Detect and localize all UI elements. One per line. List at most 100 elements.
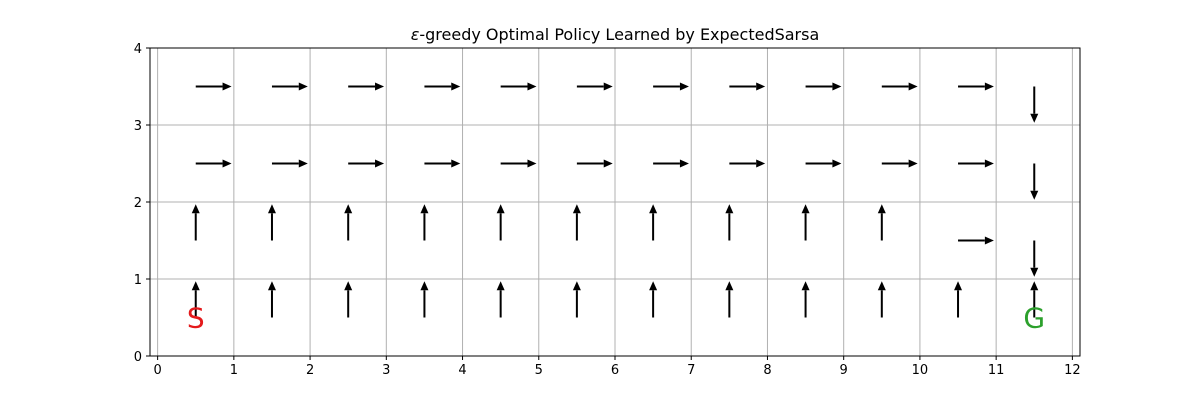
policy-arrow-up: [191, 281, 200, 318]
arrow-head: [984, 82, 994, 91]
policy-arrow-up: [877, 204, 886, 241]
arrow-head: [527, 159, 537, 168]
arrow-head: [603, 159, 613, 168]
marker-g: G: [1023, 302, 1045, 335]
policy-arrow-right: [653, 82, 689, 91]
policy-arrow-down: [1030, 86, 1039, 123]
arrow-head: [984, 159, 994, 168]
policy-arrow-right: [500, 82, 537, 91]
policy-arrow-right: [576, 159, 613, 168]
x-tick-label: 7: [687, 363, 695, 378]
arrow-head: [267, 204, 276, 214]
policy-arrow-right: [348, 159, 385, 168]
policy-arrow-right: [805, 159, 842, 168]
arrow-head: [832, 159, 842, 168]
policy-arrow-right: [424, 82, 461, 91]
policy-arrow-right: [424, 159, 461, 168]
y-tick-label: 2: [134, 196, 142, 211]
arrow-head: [344, 204, 353, 214]
arrow-head: [1030, 267, 1039, 277]
policy-arrow-up: [877, 281, 886, 318]
x-tick-label: 4: [458, 363, 466, 378]
arrow-head: [756, 82, 766, 91]
policy-arrows: [191, 82, 1039, 318]
arrow-head: [375, 159, 385, 168]
x-tick-label: 10: [912, 363, 929, 378]
arrow-head: [222, 159, 232, 168]
policy-arrow-right: [881, 82, 918, 91]
y-tick-label: 1: [134, 273, 142, 288]
policy-arrow-up: [191, 204, 200, 241]
x-tick-label: 0: [153, 363, 161, 378]
x-tick-label: 1: [230, 363, 238, 378]
policy-arrow-right: [958, 82, 994, 91]
arrow-head: [267, 281, 276, 291]
policy-arrow-down: [1030, 240, 1039, 277]
arrow-head: [191, 204, 200, 214]
policy-arrow-right: [958, 159, 994, 168]
arrow-head: [679, 159, 689, 168]
policy-arrow-up: [344, 204, 353, 241]
policy-arrow-up: [801, 281, 810, 318]
x-tick-label: 3: [382, 363, 390, 378]
policy-arrow-up: [420, 281, 429, 318]
policy-arrow-up: [496, 281, 505, 318]
marker-s: S: [187, 302, 205, 335]
policy-arrow-up: [496, 204, 505, 241]
x-tick-label: 12: [1064, 363, 1081, 378]
arrow-head: [984, 236, 994, 245]
policy-arrow-up: [954, 281, 963, 318]
arrow-head: [572, 204, 581, 214]
title-epsilon: ε: [411, 25, 420, 44]
policy-arrow-up: [649, 204, 658, 241]
arrow-head: [572, 281, 581, 291]
policy-arrow-right: [195, 82, 232, 91]
arrow-head: [420, 204, 429, 214]
x-tick-label: 8: [763, 363, 771, 378]
policy-arrow-right: [729, 82, 766, 91]
arrow-head: [954, 281, 963, 291]
arrow-head: [908, 82, 918, 91]
arrow-head: [298, 82, 308, 91]
arrow-head: [756, 159, 766, 168]
policy-arrow-up: [725, 204, 734, 241]
policy-arrow-up: [267, 281, 276, 318]
arrow-head: [649, 204, 658, 214]
arrow-head: [801, 204, 810, 214]
policy-arrow-up: [572, 204, 581, 241]
x-tick-label: 9: [840, 363, 848, 378]
x-tick-label: 5: [535, 363, 543, 378]
policy-arrow-up: [420, 204, 429, 241]
grid-lines: [150, 47, 1080, 357]
arrow-head: [649, 281, 658, 291]
arrow-head: [496, 281, 505, 291]
policy-arrow-right: [348, 82, 385, 91]
arrow-head: [877, 204, 886, 214]
arrow-head: [725, 281, 734, 291]
policy-arrow-right: [576, 82, 613, 91]
y-tick-label: 3: [134, 119, 142, 134]
arrow-head: [679, 82, 689, 91]
policy-arrow-up: [267, 204, 276, 241]
y-tick-label: 4: [134, 42, 142, 57]
arrow-head: [222, 82, 232, 91]
policy-arrow-up: [344, 281, 353, 318]
arrow-head: [801, 281, 810, 291]
arrow-head: [451, 82, 461, 91]
x-tick-label: 11: [988, 363, 1005, 378]
policy-arrow-right: [271, 159, 308, 168]
arrow-head: [451, 159, 461, 168]
policy-arrow-right: [881, 159, 918, 168]
arrow-head: [1030, 281, 1039, 291]
y-tick-label: 0: [134, 350, 142, 365]
arrow-head: [908, 159, 918, 168]
x-tick-label: 6: [611, 363, 619, 378]
arrow-head: [527, 82, 537, 91]
policy-arrow-up: [1030, 281, 1039, 318]
arrow-head: [725, 204, 734, 214]
policy-arrow-up: [725, 281, 734, 318]
arrow-head: [877, 281, 886, 291]
